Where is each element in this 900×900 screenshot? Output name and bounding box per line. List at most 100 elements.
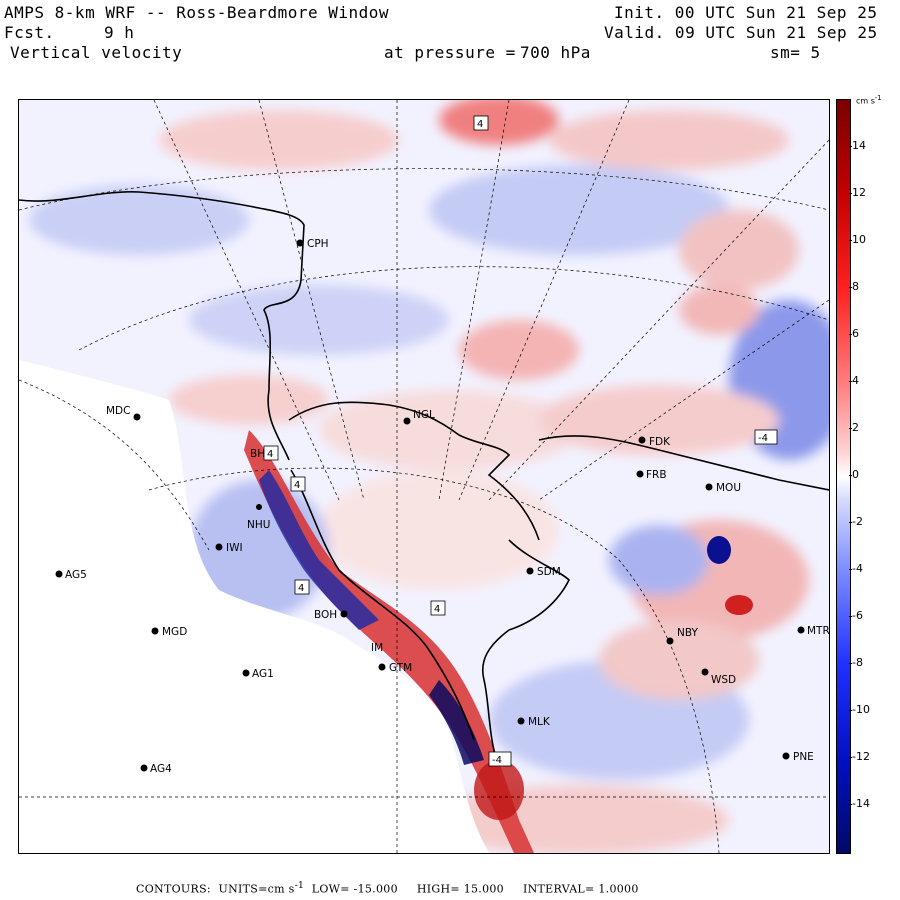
station-label: AG1 — [252, 668, 274, 680]
contour-label-boxes: 4 4 4 4 4 -4 -4 — [263, 115, 778, 767]
valid-time: Valid. 09 UTC Sun 21 Sep 25 — [604, 23, 878, 42]
terrain-downslope-negative — [259, 470, 379, 630]
colorbar-tick: 0 — [849, 468, 859, 481]
station-marker — [340, 610, 348, 618]
coastline — [19, 191, 829, 761]
negative-area — [609, 525, 709, 595]
graticule — [19, 100, 829, 853]
positive-core — [725, 595, 753, 615]
station-marker — [242, 669, 250, 677]
station-label: NGL — [413, 409, 435, 421]
contour-box — [473, 115, 489, 131]
station-marker — [133, 413, 141, 421]
map-panel: 4 4 4 4 4 -4 -4 CPH MDC NGL FDK FRB — [18, 99, 830, 854]
station-marker — [517, 717, 525, 725]
forecast-label: Fcst. — [4, 23, 55, 42]
negative-area — [189, 285, 449, 355]
units-exponent: -1 — [294, 880, 305, 891]
station-label: MGD — [162, 626, 187, 638]
colorbar — [836, 99, 851, 854]
station-label: NHU — [247, 519, 270, 531]
contour-box — [290, 476, 306, 492]
colorbar-tick: -12 — [849, 750, 870, 763]
station-marker — [797, 626, 805, 634]
positive-area — [679, 210, 799, 290]
colorbar-tick: 10 — [849, 233, 866, 246]
parallel — [19, 168, 829, 211]
coast-segment — [290, 469, 475, 741]
ross-ice-shelf-area — [19, 360, 489, 853]
colorbar-units-exponent: -1 — [874, 94, 882, 102]
station-label: FDK — [649, 436, 671, 448]
station-marker — [140, 764, 148, 772]
station-label: PNE — [793, 751, 814, 763]
map-title: AMPS 8-km WRF -- Ross-Beardmore Window — [4, 3, 390, 22]
high-value: HIGH= 15.000 — [416, 882, 504, 896]
colorbar-tick: -10 — [849, 703, 870, 716]
units-label: UNITS=cm s — [218, 882, 295, 896]
contours-label: CONTOURS: — [136, 882, 211, 896]
station-marker — [215, 543, 223, 551]
meridian — [153, 100, 340, 501]
positive-area — [319, 470, 559, 590]
coast-segment — [538, 435, 829, 491]
station-label: NBY — [677, 627, 698, 639]
station-marker — [55, 570, 63, 578]
colorbar-tick: 12 — [849, 186, 866, 199]
contour-box — [294, 579, 310, 595]
station-marker — [256, 504, 262, 510]
contour-info: CONTOURS: UNITS=cm s-1 LOW= -15.000 HIGH… — [136, 880, 639, 896]
contour-box — [488, 751, 512, 767]
colorbar-tick: -14 — [849, 797, 870, 810]
station-marker — [636, 470, 644, 478]
station-label: CPH — [307, 238, 329, 250]
positive-area — [599, 620, 759, 700]
colorbar-tick: -2 — [849, 515, 863, 528]
smoothing: sm= 5 — [770, 43, 821, 62]
init-time: Init. 00 UTC Sun 21 Sep 25 — [614, 3, 878, 22]
station-label: AG4 — [150, 763, 172, 775]
colorbar-tick: -6 — [849, 609, 863, 622]
station-label: MLK — [528, 716, 551, 728]
colorbar-tick: -8 — [849, 656, 863, 669]
station-label: IM — [371, 642, 383, 654]
colorbar-tick: -4 — [849, 562, 863, 575]
positive-area — [319, 390, 579, 470]
vertical-velocity-map: 4 4 4 4 4 -4 -4 CPH MDC NGL FDK FRB — [19, 100, 829, 853]
colorbar-tick: 4 — [849, 374, 859, 387]
parallel — [19, 379, 210, 551]
station-marker — [403, 417, 411, 425]
terrain-downslope-negative — [429, 680, 484, 765]
low-value: LOW= -15.000 — [311, 882, 398, 896]
colorbar-tick: 14 — [849, 139, 866, 152]
station-label: MTR — [807, 625, 829, 637]
negative-area — [29, 185, 249, 255]
contour-box — [754, 429, 778, 445]
station-label: IWI — [226, 542, 243, 554]
negative-core — [707, 536, 731, 564]
contour-label: 4 — [267, 449, 273, 460]
colorbar-tick: 2 — [849, 421, 859, 434]
contour-label: 4 — [434, 604, 440, 615]
pressure-value: 700 hPa — [520, 43, 591, 62]
coast-segment — [19, 191, 305, 461]
velocity-field — [29, 100, 829, 853]
positive-area — [474, 760, 524, 820]
station-marker — [151, 627, 159, 635]
meridian — [488, 139, 829, 501]
positive-area — [439, 100, 559, 145]
station-marker — [782, 752, 790, 760]
station-marker — [296, 239, 304, 247]
pressure-label: at pressure = — [384, 43, 516, 62]
colorbar-tick: 8 — [849, 280, 859, 293]
station-label: MOU — [716, 482, 741, 494]
station-label: AG5 — [65, 569, 87, 581]
meridian — [258, 100, 365, 501]
colorbar-tick: 6 — [849, 327, 859, 340]
meridian — [438, 100, 510, 501]
positive-area — [159, 110, 399, 170]
station-marker — [638, 436, 646, 444]
station-label: BH — [250, 448, 265, 460]
station-label: MDC — [106, 405, 130, 417]
contour-box — [430, 600, 446, 616]
